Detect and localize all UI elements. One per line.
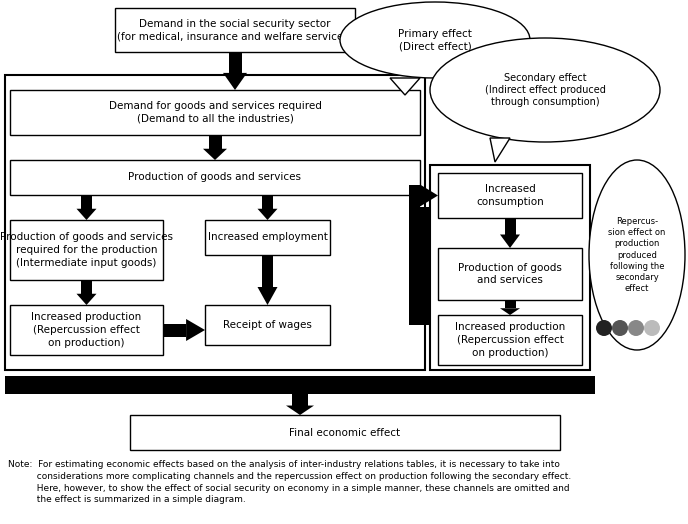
Polygon shape	[76, 294, 96, 305]
FancyBboxPatch shape	[438, 173, 582, 218]
Polygon shape	[186, 319, 205, 341]
Text: Primary effect
(Direct effect): Primary effect (Direct effect)	[398, 29, 472, 51]
Polygon shape	[76, 209, 96, 220]
Polygon shape	[208, 135, 222, 149]
Text: Secondary effect
(Indirect effect produced
through consumption): Secondary effect (Indirect effect produc…	[484, 73, 605, 107]
Text: Demand in the social security sector
(for medical, insurance and welfare service: Demand in the social security sector (fo…	[117, 18, 353, 41]
Text: Repercus-
sion effect on
production
produced
following the
secondary
effect: Repercus- sion effect on production prod…	[608, 217, 666, 293]
Polygon shape	[420, 184, 438, 206]
FancyBboxPatch shape	[115, 8, 355, 52]
Text: Note:  For estimating economic effects based on the analysis of inter-industry r: Note: For estimating economic effects ba…	[8, 460, 571, 505]
Polygon shape	[223, 73, 247, 90]
Text: Increased production
(Repercussion effect
on production): Increased production (Repercussion effec…	[455, 322, 565, 358]
Polygon shape	[203, 149, 227, 160]
Polygon shape	[81, 195, 92, 209]
Text: Increased
consumption: Increased consumption	[476, 184, 544, 207]
Polygon shape	[81, 280, 92, 294]
FancyBboxPatch shape	[438, 315, 582, 365]
Circle shape	[612, 320, 628, 336]
Polygon shape	[5, 376, 595, 394]
Polygon shape	[409, 206, 431, 325]
Text: Production of goods and services: Production of goods and services	[129, 172, 301, 182]
Polygon shape	[292, 394, 308, 406]
Polygon shape	[257, 209, 277, 220]
Polygon shape	[504, 218, 515, 235]
Polygon shape	[228, 52, 241, 73]
FancyBboxPatch shape	[10, 90, 420, 135]
Polygon shape	[504, 300, 515, 308]
Polygon shape	[262, 195, 273, 209]
FancyBboxPatch shape	[10, 305, 163, 355]
Polygon shape	[500, 235, 520, 248]
Polygon shape	[409, 184, 420, 206]
FancyBboxPatch shape	[10, 220, 163, 280]
Circle shape	[596, 320, 612, 336]
Circle shape	[644, 320, 660, 336]
Text: Receipt of wages: Receipt of wages	[223, 320, 312, 330]
Polygon shape	[262, 255, 273, 287]
FancyBboxPatch shape	[130, 415, 560, 450]
Text: Production of goods and services
required for the production
(Intermediate input: Production of goods and services require…	[0, 232, 173, 268]
FancyBboxPatch shape	[205, 305, 330, 345]
Polygon shape	[500, 308, 520, 315]
Text: Increased employment: Increased employment	[208, 233, 327, 243]
FancyBboxPatch shape	[438, 248, 582, 300]
Text: Increased production
(Repercussion effect
on production): Increased production (Repercussion effec…	[32, 312, 142, 348]
Polygon shape	[163, 323, 186, 336]
Polygon shape	[257, 287, 277, 305]
Polygon shape	[286, 406, 314, 415]
Text: Final economic effect: Final economic effect	[290, 428, 400, 438]
Ellipse shape	[430, 38, 660, 142]
Text: Demand for goods and services required
(Demand to all the industries): Demand for goods and services required (…	[109, 101, 321, 124]
FancyBboxPatch shape	[205, 220, 330, 255]
Ellipse shape	[340, 2, 530, 78]
Polygon shape	[490, 138, 510, 162]
Circle shape	[628, 320, 644, 336]
Polygon shape	[390, 78, 420, 95]
Ellipse shape	[589, 160, 685, 350]
Text: Production of goods
and services: Production of goods and services	[458, 263, 562, 286]
FancyBboxPatch shape	[10, 160, 420, 195]
